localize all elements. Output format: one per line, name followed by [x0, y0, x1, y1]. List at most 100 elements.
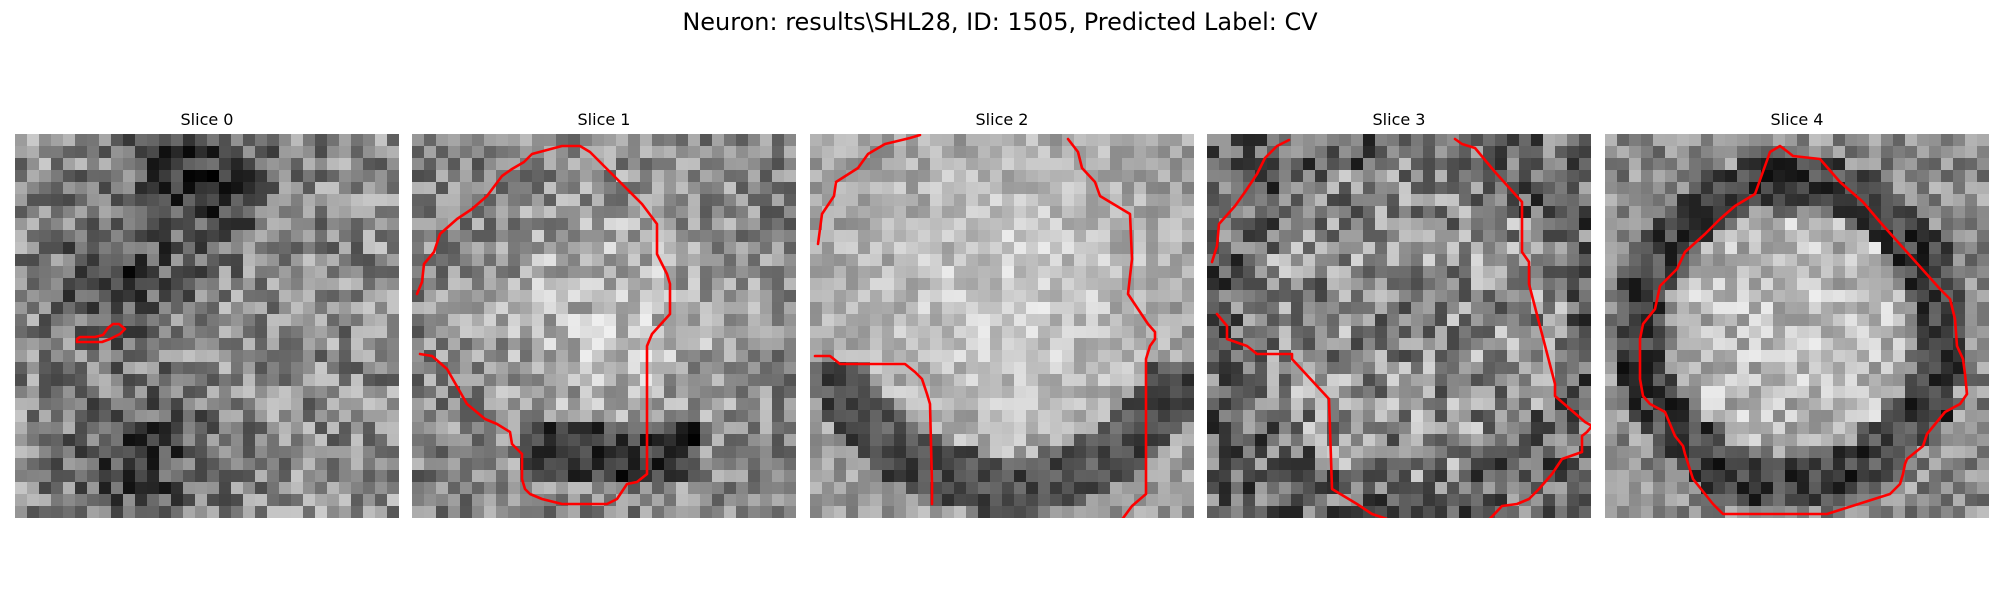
image-pixel [424, 314, 437, 327]
image-pixel [327, 410, 340, 423]
image-pixel [424, 218, 437, 231]
image-pixel [1447, 158, 1460, 171]
image-pixel [1893, 434, 1906, 447]
image-pixel [1110, 494, 1123, 507]
image-pixel [1363, 206, 1376, 219]
image-pixel [772, 434, 785, 447]
image-pixel [1207, 338, 1220, 351]
image-pixel [1495, 350, 1508, 363]
image-pixel [822, 506, 835, 518]
image-pixel [1519, 134, 1532, 147]
image-pixel [1821, 278, 1834, 291]
image-pixel [327, 506, 340, 518]
image-pixel [628, 506, 641, 518]
image-pixel [195, 494, 208, 507]
image-pixel [1869, 386, 1882, 399]
image-pixel [906, 494, 919, 507]
image-pixel [1351, 446, 1364, 459]
image-pixel [424, 146, 437, 159]
image-pixel [846, 374, 859, 387]
image-pixel [1677, 206, 1690, 219]
image-pixel [363, 398, 376, 411]
image-pixel [1038, 326, 1051, 339]
image-pixel [628, 242, 641, 255]
image-pixel [147, 290, 160, 303]
image-pixel [1291, 458, 1304, 471]
image-pixel [195, 158, 208, 171]
image-pixel [1219, 374, 1232, 387]
image-pixel [207, 494, 220, 507]
image-pixel [1689, 182, 1702, 195]
image-pixel [1110, 158, 1123, 171]
image-pixel [784, 362, 796, 375]
image-pixel [1291, 218, 1304, 231]
image-pixel [966, 146, 979, 159]
image-pixel [568, 434, 581, 447]
image-pixel [1291, 494, 1304, 507]
image-pixel [1411, 458, 1424, 471]
image-pixel [1363, 242, 1376, 255]
image-pixel [123, 314, 136, 327]
image-pixel [1555, 446, 1568, 459]
image-pixel [1170, 254, 1183, 267]
image-pixel [1471, 158, 1484, 171]
image-pixel [1881, 362, 1894, 375]
image-pixel [1327, 182, 1340, 195]
image-pixel [1665, 218, 1678, 231]
image-pixel [99, 350, 112, 363]
image-pixel [1098, 242, 1111, 255]
image-pixel [1231, 302, 1244, 315]
image-pixel [1617, 386, 1630, 399]
image-pixel [628, 302, 641, 315]
image-pixel [858, 278, 871, 291]
image-pixel [1965, 422, 1978, 435]
image-pixel [882, 350, 895, 363]
image-pixel [556, 242, 569, 255]
image-pixel [1567, 386, 1580, 399]
image-pixel [1809, 146, 1822, 159]
image-pixel [448, 314, 461, 327]
image-pixel [243, 338, 256, 351]
image-pixel [942, 362, 955, 375]
image-pixel [472, 266, 485, 279]
image-pixel [1857, 350, 1870, 363]
image-pixel [1098, 458, 1111, 471]
image-pixel [1291, 422, 1304, 435]
image-pixel [135, 470, 148, 483]
image-pixel [351, 194, 364, 207]
image-pixel [1531, 362, 1544, 375]
image-pixel [1543, 290, 1556, 303]
image-pixel [267, 482, 280, 495]
image-pixel [724, 290, 737, 303]
image-pixel [990, 242, 1003, 255]
image-pixel [1146, 278, 1159, 291]
image-pixel [1038, 398, 1051, 411]
image-pixel [1543, 422, 1556, 435]
image-pixel [1749, 206, 1762, 219]
image-pixel [1002, 362, 1015, 375]
image-pixel [1665, 194, 1678, 207]
image-pixel [628, 470, 641, 483]
image-pixel [1243, 290, 1256, 303]
image-pixel [628, 362, 641, 375]
slice-image-2 [810, 134, 1194, 518]
image-pixel [592, 362, 605, 375]
image-pixel [363, 482, 376, 495]
image-pixel [918, 242, 931, 255]
image-pixel [1605, 410, 1618, 423]
image-pixel [810, 434, 823, 447]
image-pixel [1351, 482, 1364, 495]
image-pixel [1026, 350, 1039, 363]
image-pixel [1315, 206, 1328, 219]
image-pixel [724, 146, 737, 159]
image-pixel [784, 254, 796, 267]
image-pixel [544, 290, 557, 303]
image-pixel [1507, 362, 1520, 375]
image-pixel [363, 278, 376, 291]
image-pixel [1495, 326, 1508, 339]
image-pixel [1158, 254, 1171, 267]
image-pixel [664, 470, 677, 483]
image-pixel [1291, 434, 1304, 447]
image-pixel [1074, 194, 1087, 207]
image-pixel [628, 146, 641, 159]
